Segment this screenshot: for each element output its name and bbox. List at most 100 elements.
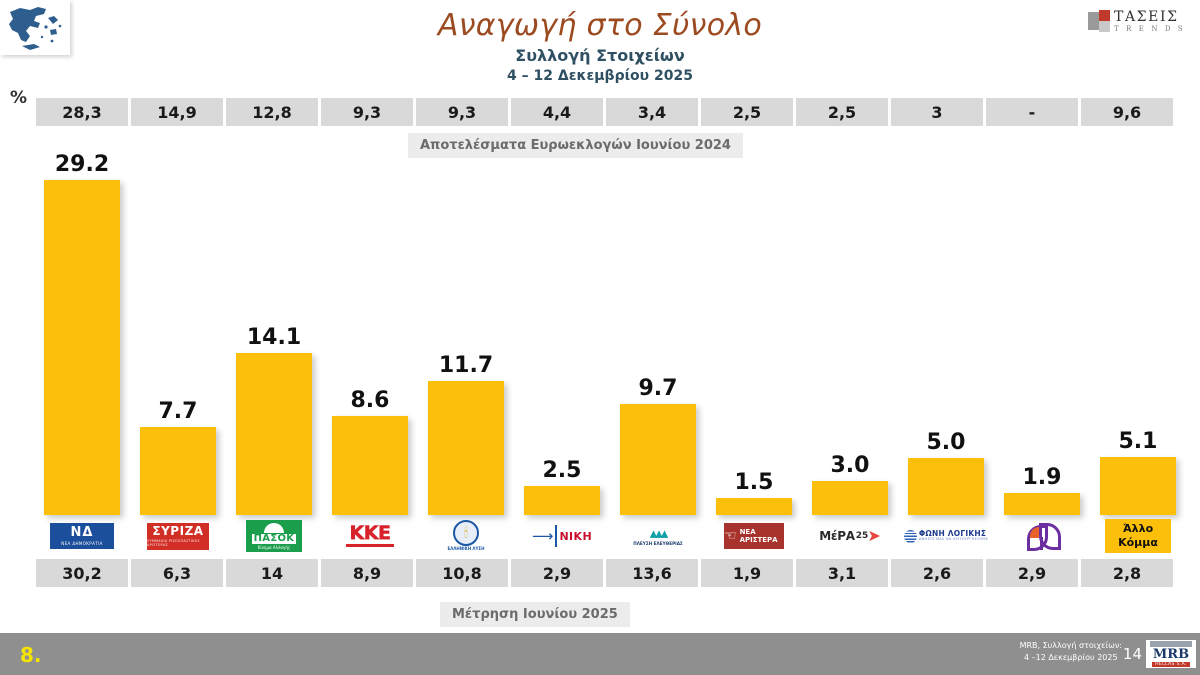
- party-logo-plefsi-eleftherias: ▴▴▴ ΠΛΕΥΣΗ ΕΛΕΥΘΕΡΙΑΣ: [612, 515, 704, 557]
- party-logo-pasok: ΠΑΣΟΚ Κίνημα Αλλαγής: [228, 515, 320, 557]
- bar-value-label: 29.2: [54, 152, 110, 178]
- value-cell: 3: [891, 98, 983, 126]
- bar-column: 1.5: [708, 130, 800, 515]
- value-cell: 2,9: [986, 559, 1078, 587]
- party-logo-mera25: ΜέΡΑ 25 ➤: [804, 515, 896, 557]
- bar-column: 1.9: [996, 130, 1088, 515]
- mrb-logo-sub: HELLAS S.A.: [1152, 662, 1190, 667]
- plefsi-ship-icon: ▴▴▴: [649, 523, 669, 542]
- party-logo-elliniki-lysi: 🕯 ΕΛΛΗΝΙΚΗ ΛΥΣΗ: [420, 515, 512, 557]
- date-range: 4 – 12 Δεκεμβρίου 2025: [507, 68, 693, 84]
- mera25-logo-main: ΜέΡΑ: [819, 529, 855, 543]
- bar-value-label: 1.9: [1022, 465, 1062, 491]
- bar-value-label: 2.5: [542, 458, 582, 484]
- niki-arrow-icon: ⟶: [531, 526, 554, 545]
- bar-value-label: 5.1: [1118, 428, 1158, 454]
- legend-measurement-june-2025: Μέτρηση Ιουνίου 2025: [440, 602, 630, 627]
- bar: [140, 426, 216, 515]
- bar: [428, 380, 504, 515]
- pasok-sun-icon: [264, 523, 284, 533]
- mrb-logo: MRB HELLAS S.A.: [1146, 640, 1196, 668]
- party-logos-row: ΝΔ ΝΕΑ ΔΗΜΟΚΡΑΤΙΑ ΣΥΡΙΖΑ ΣΥΜΜΑΧΙΑ ΡΙΖΟΣΠ…: [36, 515, 1171, 557]
- bar-value-label: 8.6: [350, 388, 390, 414]
- greece-map-thumbnail: [0, 0, 70, 55]
- value-cell: 8,9: [321, 559, 413, 587]
- bar: [44, 180, 120, 515]
- bar-value-label: 14.1: [246, 325, 302, 351]
- percent-axis-label: %: [10, 88, 28, 108]
- value-cell: 14: [226, 559, 318, 587]
- bar-column: 9.7: [612, 130, 704, 515]
- footer-source-line2: 4 –12 Δεκεμβρίου 2025: [1023, 652, 1118, 662]
- party-logo-niki: ⟶ ΝΙΚΗ: [516, 515, 608, 557]
- value-cell: 13,6: [606, 559, 698, 587]
- party-logo-dimokratia: [996, 515, 1088, 557]
- bar-value-label: 7.7: [158, 398, 198, 424]
- syriza-logo-sub: ΣΥΜΜΑΧΙΑ ΡΙΖΟΣΠΑΣΤΙΚΗΣ ΑΡΙΣΤΕΡΑΣ: [147, 539, 200, 547]
- value-cell: 2,9: [511, 559, 603, 587]
- footer-source-line1: MRB, Συλλογή στοιχείων:: [1019, 641, 1122, 650]
- tasis-trends-logo: ΤΑΣΕΙΣ T R E N D S: [1088, 4, 1192, 38]
- foni-logikis-main: ΦΩΝΗ ΛΟΓΙΚΗΣ: [918, 529, 987, 539]
- value-cell: 9,3: [416, 98, 508, 126]
- value-cell: 2,6: [891, 559, 983, 587]
- allo-komma-line1: Άλλο: [1122, 522, 1154, 536]
- value-cell: 4,4: [511, 98, 603, 126]
- mera25-logo-num: 25: [855, 531, 869, 541]
- value-cell: 14,9: [131, 98, 223, 126]
- value-cell: 2,5: [701, 98, 793, 126]
- allo-komma-line2: Κόμμα: [1118, 536, 1158, 549]
- party-logo-syriza: ΣΥΡΙΖΑ ΣΥΜΜΑΧΙΑ ΡΙΖΟΣΠΑΣΤΙΚΗΣ ΑΡΙΣΤΕΡΑΣ: [132, 515, 224, 557]
- kke-logo-main: ΚΚΕ: [349, 522, 391, 545]
- bar-column: 3.0: [804, 130, 896, 515]
- value-cell: 9,6: [1081, 98, 1173, 126]
- niki-divider: [555, 525, 558, 547]
- bar-column: 14.1: [228, 130, 320, 515]
- foni-logikis-sub: ΑΦΗΣΤΕ ΜΑΣ ΝΑ ΛΕΙΤΟΥΡΓΗΣΟΥΜΕ: [918, 537, 989, 542]
- bar-column: 11.7: [420, 130, 512, 515]
- party-logo-allo-komma: Άλλο Κόμμα: [1092, 515, 1184, 557]
- nea-aristera-figure-icon: ☜: [724, 528, 737, 544]
- footer-source: MRB, Συλλογή στοιχείων: 4 –12 Δεκεμβρίου…: [1020, 640, 1122, 663]
- bar: [908, 457, 984, 515]
- page-subtitle: Συλλογή Στοιχείων: [515, 46, 685, 65]
- elliniki-lysi-sub: ΕΛΛΗΝΙΚΗ ΛΥΣΗ: [447, 546, 485, 552]
- party-logo-nea-aristera: ☜ ΝΕΑ ΑΡΙΣΤΕΡΑ: [708, 515, 800, 557]
- mera25-arrow-icon: ➤: [867, 526, 881, 545]
- nd-logo-main: ΝΔ: [70, 525, 94, 540]
- euroelections-2024-row: 28,3 14,9 12,8 9,3 9,3 4,4 3,4 2,5 2,5 3-9,6: [36, 98, 1173, 126]
- party-logo-kke: ΚΚΕ: [324, 515, 416, 557]
- legend-euroelections-2024: Αποτελέσματα Ευρωεκλογών Ιουνίου 2024: [408, 133, 743, 158]
- foni-logikis-globe-icon: [903, 529, 917, 543]
- value-cell: 12,8: [226, 98, 318, 126]
- section-marker: 8.: [20, 643, 42, 667]
- value-cell: 3,4: [606, 98, 698, 126]
- value-cell: 2,8: [1081, 559, 1173, 587]
- plefsi-logo-sub: ΠΛΕΥΣΗ ΕΛΕΥΘΕΡΙΑΣ: [633, 540, 683, 546]
- bar-column: 8.6: [324, 130, 416, 515]
- greece-map-icon: [0, 0, 70, 55]
- mrb-logo-bar: [1150, 641, 1192, 647]
- value-cell: 3,1: [796, 559, 888, 587]
- nd-logo-sub: ΝΕΑ ΔΗΜΟΚΡΑΤΙΑ: [61, 541, 103, 546]
- bar: [812, 480, 888, 515]
- bar-value-label: 1.5: [734, 469, 774, 495]
- bar: [620, 403, 696, 515]
- trends-mark-icon: [1088, 10, 1110, 32]
- value-cell: 1,9: [701, 559, 793, 587]
- bar: [236, 353, 312, 515]
- bar-column: 5.0: [900, 130, 992, 515]
- kke-underline: [346, 543, 394, 547]
- bar-column: 29.2: [36, 130, 128, 515]
- bar-column: 5.1: [1092, 130, 1184, 515]
- value-cell: -: [986, 98, 1078, 126]
- party-logo-foni-logikis: ΦΩΝΗ ΛΟΓΙΚΗΣ ΑΦΗΣΤΕ ΜΑΣ ΝΑ ΛΕΙΤΟΥΡΓΗΣΟΥΜ…: [900, 515, 992, 557]
- bar-chart-plot: 29.2 7.7 14.1 8.6 11.7 2.5 9.7 1.5 3.0 5.0 1.9 5.1: [36, 130, 1176, 515]
- bar: [332, 416, 408, 515]
- dimokratia-leaf-icon: [1027, 521, 1061, 551]
- bar: [524, 486, 600, 515]
- page-title: Αναγωγή στο Σύνολο: [437, 8, 763, 43]
- bar-value-label: 9.7: [638, 375, 678, 401]
- trends-logo-sub: T R E N D S: [1114, 24, 1186, 33]
